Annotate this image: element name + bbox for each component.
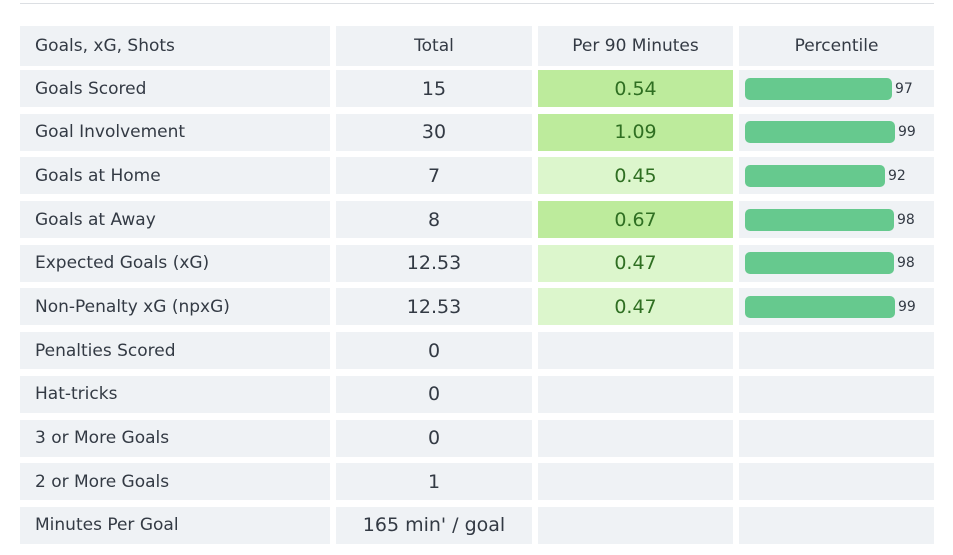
stat-total: 0 <box>336 375 532 413</box>
percentile-bar-wrap: 97 <box>745 77 928 100</box>
percentile-value: 92 <box>888 167 906 184</box>
stat-percentile: 97 <box>739 70 934 107</box>
stat-per90: 0.47 <box>538 288 733 326</box>
stat-per90 <box>538 419 733 457</box>
stat-total: 30 <box>336 113 532 151</box>
stat-name: Penalties Scored <box>20 332 330 370</box>
stat-percentile <box>739 332 934 370</box>
stat-per90: 0.47 <box>538 244 733 282</box>
stat-per90 <box>538 506 733 544</box>
table-row: 3 or More Goals 0 <box>20 419 934 457</box>
stat-name: Expected Goals (xG) <box>20 244 330 282</box>
table-row: Goal Involvement 30 1.09 99 <box>20 113 934 151</box>
section-title: Goals, xG, Shots <box>20 26 330 66</box>
percentile-bar-wrap: 99 <box>745 295 928 318</box>
percentile-value: 99 <box>898 124 916 141</box>
percentile-bar-wrap: 98 <box>745 252 928 275</box>
percentile-bar <box>745 121 895 144</box>
percentile-bar-wrap: 98 <box>745 208 928 231</box>
stat-per90 <box>538 375 733 413</box>
stat-per90 <box>538 332 733 370</box>
stat-percentile: 99 <box>739 288 934 326</box>
percentile-value: 98 <box>897 211 915 228</box>
percentile-value: 99 <box>898 298 916 315</box>
percentile-bar <box>745 252 894 275</box>
stat-percentile <box>739 463 934 501</box>
stat-total: 0 <box>336 419 532 457</box>
stat-percentile <box>739 375 934 413</box>
table-row: Hat-tricks 0 <box>20 375 934 413</box>
stat-total: 15 <box>336 70 532 107</box>
stat-percentile <box>739 419 934 457</box>
stat-percentile: 92 <box>739 157 934 195</box>
stat-total: 7 <box>336 157 532 195</box>
percentile-bar-wrap: 92 <box>745 164 928 187</box>
stat-total: 12.53 <box>336 244 532 282</box>
table-body: Goals Scored 15 0.54 97 Goal Involvement 30 1.… <box>20 70 934 544</box>
stat-per90: 1.09 <box>538 113 733 151</box>
goals-stats-table: Goals, xG, Shots Total Per 90 Minutes Pe… <box>20 26 934 544</box>
stat-name: Goals at Home <box>20 157 330 195</box>
stat-percentile: 99 <box>739 113 934 151</box>
percentile-bar-wrap: 99 <box>745 121 928 144</box>
stat-total: 165 min' / goal <box>336 506 532 544</box>
stat-total: 8 <box>336 201 532 239</box>
table-row: Non-Penalty xG (npxG) 12.53 0.47 99 <box>20 288 934 326</box>
percentile-bar <box>745 77 892 100</box>
stat-name: Minutes Per Goal <box>20 506 330 544</box>
stat-percentile: 98 <box>739 201 934 239</box>
table-row: Goals at Away 8 0.67 98 <box>20 201 934 239</box>
table-row: Goals at Home 7 0.45 92 <box>20 157 934 195</box>
stat-name: Hat-tricks <box>20 375 330 413</box>
column-header-percentile: Percentile <box>739 26 934 66</box>
stat-name: Goals Scored <box>20 70 330 107</box>
top-divider <box>20 3 934 4</box>
stat-per90: 0.67 <box>538 201 733 239</box>
stat-per90: 0.54 <box>538 70 733 107</box>
stat-percentile <box>739 506 934 544</box>
column-header-per90: Per 90 Minutes <box>538 26 733 66</box>
stat-total: 1 <box>336 463 532 501</box>
stat-name: 2 or More Goals <box>20 463 330 501</box>
percentile-bar <box>745 295 895 318</box>
table-header-row: Goals, xG, Shots Total Per 90 Minutes Pe… <box>20 26 934 70</box>
table-row: Penalties Scored 0 <box>20 332 934 370</box>
percentile-bar <box>745 208 894 231</box>
percentile-value: 98 <box>897 255 915 272</box>
stat-name: Non-Penalty xG (npxG) <box>20 288 330 326</box>
table-row: Minutes Per Goal 165 min' / goal <box>20 506 934 544</box>
percentile-bar <box>745 164 885 187</box>
stat-name: 3 or More Goals <box>20 419 330 457</box>
stat-total: 12.53 <box>336 288 532 326</box>
column-header-total: Total <box>336 26 532 66</box>
percentile-value: 97 <box>895 80 913 97</box>
table-row: 2 or More Goals 1 <box>20 463 934 501</box>
stat-per90: 0.45 <box>538 157 733 195</box>
table-row: Goals Scored 15 0.54 97 <box>20 70 934 107</box>
stat-percentile: 98 <box>739 244 934 282</box>
stat-name: Goals at Away <box>20 201 330 239</box>
stat-total: 0 <box>336 332 532 370</box>
stat-per90 <box>538 463 733 501</box>
stat-name: Goal Involvement <box>20 113 330 151</box>
table-row: Expected Goals (xG) 12.53 0.47 98 <box>20 244 934 282</box>
